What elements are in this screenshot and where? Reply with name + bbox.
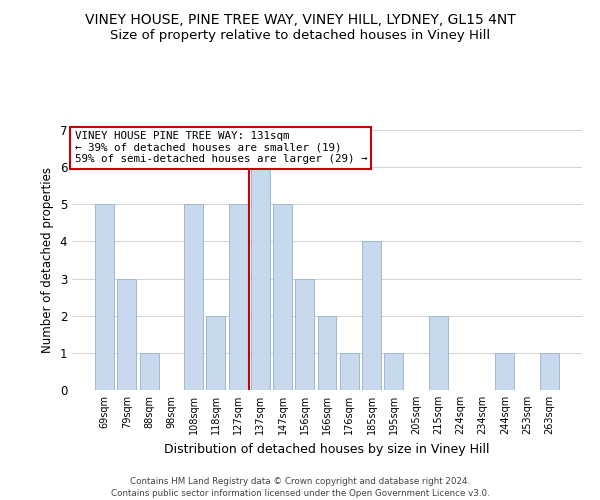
- Bar: [140, 353, 158, 390]
- Bar: [540, 353, 559, 390]
- X-axis label: Distribution of detached houses by size in Viney Hill: Distribution of detached houses by size …: [164, 442, 490, 456]
- Text: Contains public sector information licensed under the Open Government Licence v3: Contains public sector information licen…: [110, 489, 490, 498]
- Text: VINEY HOUSE, PINE TREE WAY, VINEY HILL, LYDNEY, GL15 4NT: VINEY HOUSE, PINE TREE WAY, VINEY HILL, …: [85, 12, 515, 26]
- Y-axis label: Number of detached properties: Number of detached properties: [41, 167, 54, 353]
- Bar: [362, 242, 381, 390]
- Bar: [251, 167, 270, 390]
- Text: Contains HM Land Registry data © Crown copyright and database right 2024.: Contains HM Land Registry data © Crown c…: [130, 478, 470, 486]
- Bar: [273, 204, 292, 390]
- Text: VINEY HOUSE PINE TREE WAY: 131sqm
← 39% of detached houses are smaller (19)
59% : VINEY HOUSE PINE TREE WAY: 131sqm ← 39% …: [74, 132, 367, 164]
- Text: Size of property relative to detached houses in Viney Hill: Size of property relative to detached ho…: [110, 29, 490, 42]
- Bar: [496, 353, 514, 390]
- Bar: [317, 316, 337, 390]
- Bar: [118, 278, 136, 390]
- Bar: [429, 316, 448, 390]
- Bar: [229, 204, 248, 390]
- Bar: [384, 353, 403, 390]
- Bar: [95, 204, 114, 390]
- Bar: [295, 278, 314, 390]
- Bar: [206, 316, 225, 390]
- Bar: [340, 353, 359, 390]
- Bar: [184, 204, 203, 390]
